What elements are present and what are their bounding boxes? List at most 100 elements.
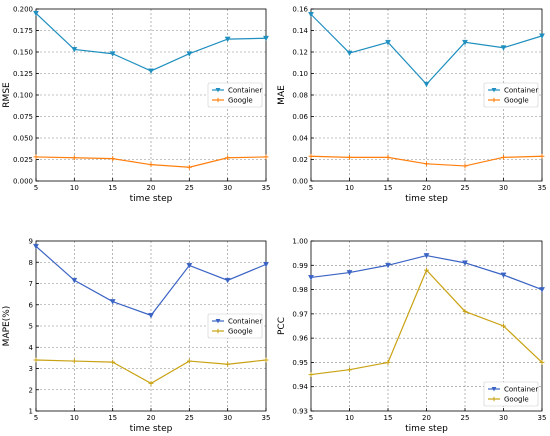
x-tick-label: 15 xyxy=(384,414,393,422)
legend: Container Google xyxy=(483,381,539,407)
y-tick-label: 0.075 xyxy=(13,113,33,121)
data-point-container xyxy=(462,260,468,266)
x-tick-label: 30 xyxy=(223,414,232,422)
y-tick-label: 0.96 xyxy=(292,335,308,343)
y-tick-label: 0.175 xyxy=(13,27,33,35)
data-point-container xyxy=(263,35,269,42)
y-tick-label: 0.050 xyxy=(13,135,33,143)
y-tick-label: 0.14 xyxy=(292,27,308,35)
y-tick-label: 0.02 xyxy=(292,156,308,164)
chart-panel-4: 5 10 15 20 25 30 35 0.93 0.94 0.95 0.96 0.97 0.98 0.9… xyxy=(277,238,546,435)
y-tick-label: 0.08 xyxy=(292,92,308,100)
x-tick-label: 35 xyxy=(262,414,271,422)
data-point-google xyxy=(110,156,116,162)
y-tick-label: 0.06 xyxy=(292,113,308,121)
x-tick-label: 15 xyxy=(384,184,393,192)
y-tick-label: 0.150 xyxy=(13,49,33,57)
x-tick-label: 25 xyxy=(461,184,470,192)
data-point-google xyxy=(539,360,545,365)
y-tick-label: 0.94 xyxy=(292,383,308,391)
data-point-google xyxy=(225,361,231,367)
data-point-container xyxy=(462,39,468,46)
y-tick-label: 0.97 xyxy=(292,310,308,318)
y-tick-label: 0.10 xyxy=(292,70,308,78)
x-tick-label: 5 xyxy=(34,184,38,192)
x-tick-label: 10 xyxy=(70,414,79,422)
legend-box xyxy=(483,381,539,407)
y-tick-label: 9 xyxy=(29,238,33,246)
data-point-google xyxy=(71,358,77,364)
y-tick-label: 0.125 xyxy=(13,70,33,78)
y-tick-label: 2 xyxy=(29,386,33,394)
x-tick-label: 35 xyxy=(538,184,547,192)
legend-label: Google xyxy=(228,328,253,336)
y-axis-label: MAE xyxy=(277,85,287,105)
axes-frame xyxy=(35,8,267,182)
data-point-google xyxy=(263,154,269,160)
x-tick-label: 25 xyxy=(185,414,194,422)
y-tick-label: 0.100 xyxy=(13,92,33,100)
y-tick-label: 0.93 xyxy=(292,408,308,416)
data-point-google xyxy=(347,154,352,160)
data-point-container xyxy=(109,299,116,305)
data-point-container xyxy=(148,312,154,319)
data-point-google xyxy=(225,155,231,161)
y-tick-label: 7 xyxy=(29,280,33,288)
x-tick-label: 30 xyxy=(499,184,508,192)
x-tick-label: 35 xyxy=(538,414,547,422)
axes-frame xyxy=(35,240,267,412)
data-point-google xyxy=(385,154,391,160)
data-point-google xyxy=(462,309,468,314)
x-tick-label: 25 xyxy=(185,184,194,192)
legend-box xyxy=(483,82,539,108)
data-point-container xyxy=(423,81,430,88)
data-point-container xyxy=(109,51,116,57)
legend-box xyxy=(207,82,263,108)
x-axis-label: time step xyxy=(405,194,448,204)
y-tick-label: 3 xyxy=(29,365,33,373)
data-point-google xyxy=(186,358,192,364)
axes-frame xyxy=(310,240,543,412)
data-point-container xyxy=(71,47,78,53)
x-tick-label: 20 xyxy=(147,184,156,192)
y-axis-label: MAPE(%) xyxy=(2,306,12,347)
chart-panel-3: 5 10 15 20 25 30 35 1 2 3 4 5 6 7 8 9 time step MAPE(%) Co… xyxy=(2,238,270,435)
legend: Container Google xyxy=(207,313,262,339)
legend-marker xyxy=(215,88,221,93)
data-point-google xyxy=(263,357,269,363)
legend-label: Google xyxy=(228,97,253,105)
x-axis-label: time step xyxy=(130,424,173,434)
chart-panel-2: 5 10 15 20 25 30 35 0.00 0.02 0.04 0.06 0.08 0.10 0.1… xyxy=(277,6,546,205)
data-point-container xyxy=(346,270,353,276)
y-axis-label: RMSE xyxy=(2,82,12,108)
legend-label: Google xyxy=(504,97,529,105)
data-point-google xyxy=(308,372,314,377)
legend-marker xyxy=(491,97,497,103)
data-point-google xyxy=(308,153,314,159)
data-point-google xyxy=(71,155,77,161)
data-point-container xyxy=(71,277,78,284)
data-point-google xyxy=(501,154,506,160)
x-tick-label: 10 xyxy=(345,414,354,422)
x-tick-label: 20 xyxy=(422,414,431,422)
data-point-container xyxy=(224,277,231,284)
y-tick-label: 0.000 xyxy=(13,178,33,186)
x-tick-label: 15 xyxy=(108,184,117,192)
legend-marker xyxy=(491,387,497,392)
legend-marker xyxy=(491,396,497,402)
x-tick-label: 25 xyxy=(461,414,470,422)
x-tick-label: 5 xyxy=(309,184,313,192)
legend-marker xyxy=(215,97,221,103)
data-point-container xyxy=(263,261,269,268)
data-point-google xyxy=(110,359,116,365)
legend-label: Container xyxy=(228,87,262,95)
data-point-google xyxy=(148,162,154,168)
x-axis-label: time step xyxy=(130,194,173,204)
y-tick-label: 0.95 xyxy=(292,359,308,367)
x-tick-label: 30 xyxy=(223,184,232,192)
data-point-google xyxy=(424,161,429,167)
data-point-container xyxy=(385,262,391,269)
legend-marker xyxy=(215,328,221,334)
data-point-google xyxy=(385,360,391,365)
legend-marker xyxy=(215,319,221,324)
